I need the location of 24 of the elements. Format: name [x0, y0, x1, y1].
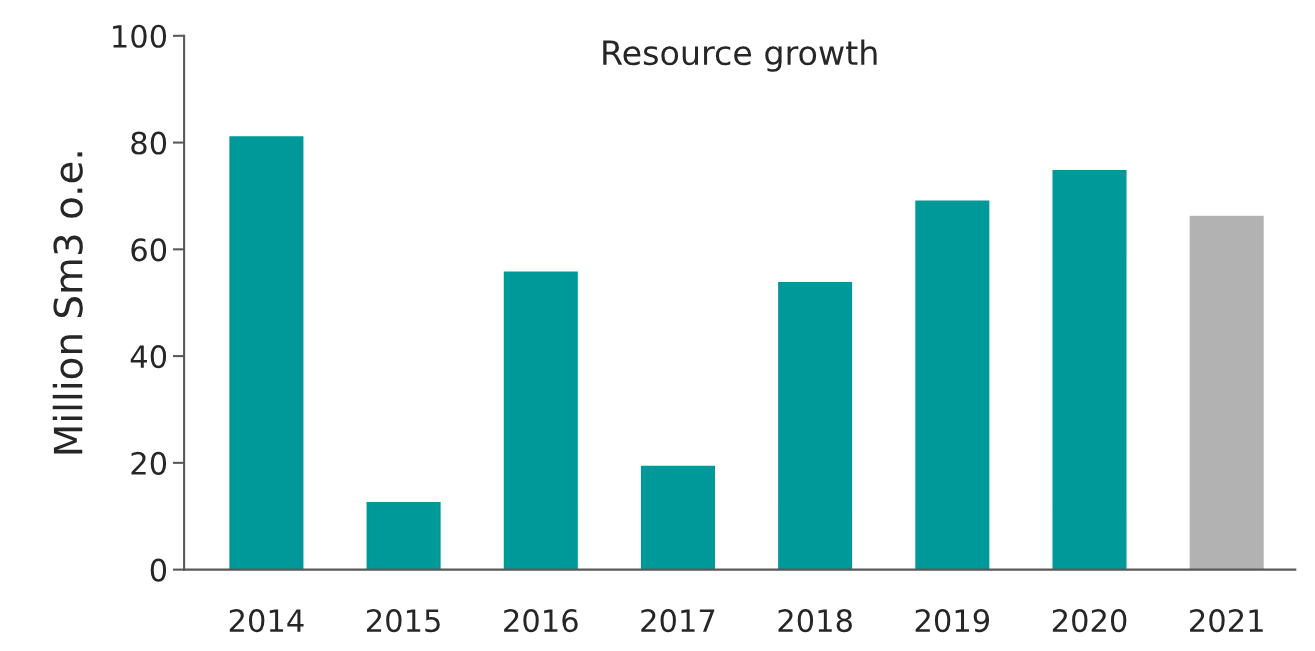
bar — [1051, 168, 1128, 570]
y-axis-title: Million Sm3 o.e. — [52, 152, 83, 454]
bar — [1188, 214, 1266, 570]
bar — [502, 269, 580, 570]
x-tick-label: 2021 — [1190, 609, 1263, 633]
bar — [639, 464, 717, 570]
bar — [227, 134, 305, 570]
y-tick-label: 100 — [113, 24, 167, 48]
bar — [776, 280, 854, 570]
x-tick-label: 2017 — [641, 609, 715, 633]
bar — [365, 500, 443, 570]
x-tick-label: 2018 — [778, 609, 852, 633]
chart-title: Resource growth — [603, 39, 877, 72]
y-tick-label: 40 — [130, 345, 167, 369]
x-tick-label: 2020 — [1052, 609, 1127, 633]
y-tick-label: 60 — [131, 238, 167, 262]
x-tick-label: 2019 — [915, 609, 990, 633]
x-tick-label: 2014 — [229, 609, 304, 633]
x-tick-label: 2015 — [366, 609, 440, 633]
x-tick-label: 2016 — [504, 609, 578, 633]
bar — [913, 198, 991, 570]
y-tick-label: 80 — [131, 131, 167, 155]
y-tick-label: 20 — [131, 451, 167, 475]
y-tick-label: 0 — [150, 558, 167, 582]
